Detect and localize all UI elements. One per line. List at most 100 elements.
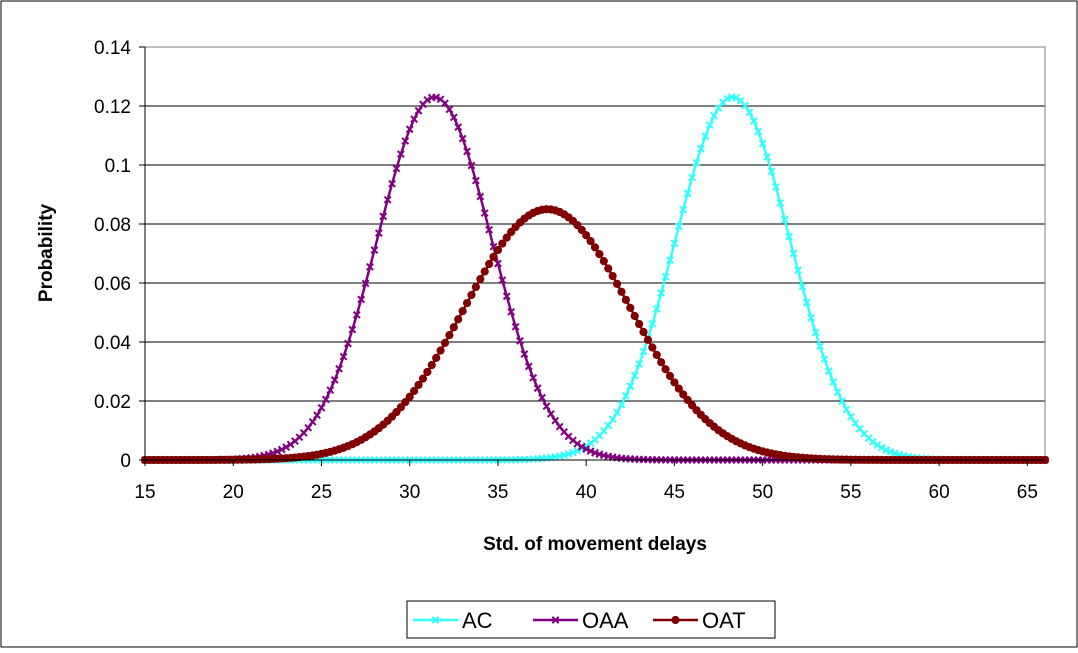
data-point-oaa (485, 225, 494, 234)
data-point-oaa (449, 113, 458, 122)
data-point-oat (418, 374, 428, 383)
data-point-oaa (330, 376, 339, 384)
data-point-oat (507, 227, 516, 237)
data-point-oat (423, 367, 432, 377)
data-point-oat (630, 311, 639, 321)
data-point-ac (741, 101, 749, 110)
data-point-oaa (577, 442, 586, 451)
data-point-oaa (546, 409, 555, 418)
x-axis-title: Std. of movement delays (483, 534, 707, 555)
x-tick-label: 65 (1017, 482, 1038, 503)
data-point-ac (732, 93, 741, 102)
data-point-oat (612, 279, 622, 288)
data-point-ac (705, 121, 714, 129)
data-point-ac (569, 448, 577, 457)
data-point-oaa (538, 393, 546, 402)
data-point-oat (489, 252, 498, 261)
data-point-oat (626, 303, 635, 313)
data-point-oat (657, 358, 666, 367)
data-point-oat (493, 245, 503, 255)
data-point-ac (811, 328, 820, 337)
data-point-ac (846, 412, 855, 421)
data-point-oaa (326, 386, 335, 395)
data-point-oaa (542, 402, 551, 411)
data-point-oat (432, 353, 441, 362)
data-point-oaa (348, 325, 357, 334)
data-point-ac (674, 222, 683, 231)
data-point-oaa (441, 99, 449, 108)
data-point-oaa (308, 417, 317, 426)
legend: AC OAA OAT (406, 600, 776, 639)
data-point-oat (670, 378, 679, 387)
data-point-oaa (317, 403, 326, 412)
data-point-oat (485, 259, 494, 269)
data-point-oat (449, 323, 458, 332)
data-point-ac (829, 378, 838, 386)
data-point-oaa (582, 445, 591, 453)
data-point-oat (648, 343, 657, 352)
data-point-oaa (573, 439, 582, 448)
data-point-oat (586, 237, 595, 246)
data-point-ac (626, 382, 635, 391)
data-point-oaa (370, 246, 379, 254)
data-point-oat (427, 360, 436, 370)
data-point-ac (794, 266, 802, 275)
data-point-oaa (551, 416, 560, 425)
data-point-ac (630, 371, 639, 380)
data-point-oaa (410, 115, 419, 124)
legend-label-ac: AC (462, 608, 493, 633)
data-point-ac (807, 313, 816, 322)
legend-marker-oat (671, 615, 680, 625)
data-point-ac (802, 298, 811, 307)
data-point-ac (661, 272, 670, 281)
data-point-ac (767, 167, 776, 176)
axes: 0 0.02 0.04 0.06 0.08 0.1 0.12 0.14 15 20 25 30 35 40… (94, 38, 1045, 503)
data-point-oat (683, 395, 692, 405)
data-point-oaa (379, 212, 388, 221)
data-point-oat (643, 335, 653, 344)
data-point-ac (789, 249, 798, 258)
data-point-ac (882, 446, 891, 454)
data-point-ac (670, 239, 679, 248)
data-point-oat (414, 380, 423, 390)
x-tick-label: 45 (664, 482, 685, 503)
data-point-ac (621, 391, 630, 400)
data-point-ac (692, 158, 701, 167)
legend-item-ac: AC (413, 608, 493, 633)
data-point-ac (886, 447, 895, 456)
data-point-oat (454, 315, 463, 324)
data-point-oaa (405, 125, 414, 134)
data-point-oaa (335, 364, 344, 373)
data-point-ac (758, 139, 767, 148)
data-point-ac (776, 199, 785, 207)
data-point-ac (824, 367, 833, 375)
data-point-ac (635, 360, 644, 368)
data-point-oaa (480, 209, 489, 217)
data-point-oaa (476, 192, 485, 201)
x-tick-label: 60 (929, 482, 950, 503)
data-point-ac (679, 205, 688, 214)
legend-marker-ac (431, 616, 440, 624)
data-point-oat (582, 231, 591, 240)
data-point-oaa (498, 276, 507, 285)
data-point-oaa (454, 123, 463, 132)
data-point-oat (436, 346, 445, 355)
data-point-ac (873, 441, 882, 449)
data-point-oat (405, 392, 414, 401)
legend-marker-oaa (551, 616, 560, 624)
data-point-oaa (524, 362, 533, 371)
data-point-oaa (339, 352, 348, 361)
data-point-oat (679, 390, 688, 399)
data-point-oat (476, 275, 485, 284)
data-point-oaa (445, 105, 454, 114)
data-point-ac (798, 282, 807, 291)
legend-box (406, 600, 776, 639)
data-point-ac (657, 289, 666, 297)
data-point-oat (396, 403, 405, 412)
y-tick-label: 0.06 (94, 274, 131, 295)
data-point-oaa (414, 106, 423, 115)
data-point-oaa (507, 307, 516, 316)
data-point-ac (877, 443, 886, 452)
data-point-oat (595, 249, 604, 259)
